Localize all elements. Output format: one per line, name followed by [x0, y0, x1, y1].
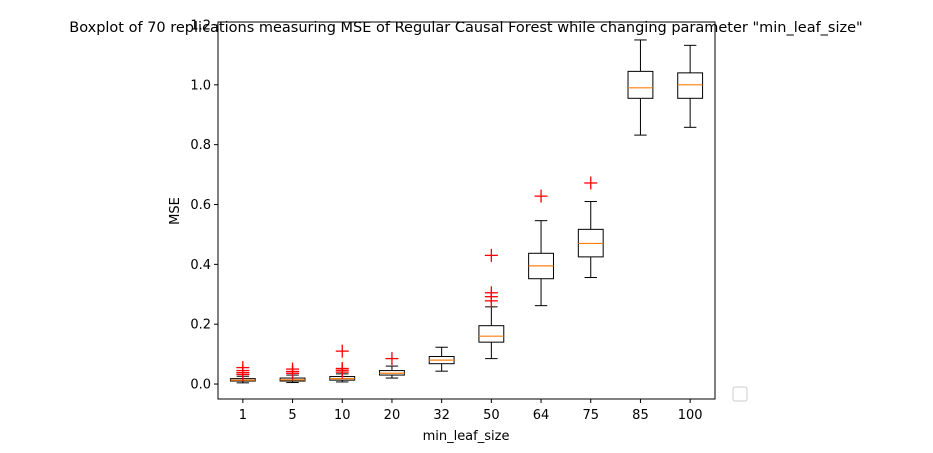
flier-marker — [236, 361, 250, 375]
x-tick-label: 50 — [483, 408, 500, 423]
flier-marker — [484, 286, 498, 300]
box-64 — [528, 189, 554, 307]
box-20 — [379, 352, 405, 379]
boxes-group — [229, 39, 704, 384]
y-tick-label: 0.2 — [190, 318, 211, 333]
box-100 — [677, 44, 704, 128]
iqr-box — [478, 325, 505, 343]
chart-title: Boxplot of 70 replications measuring MSE… — [69, 20, 862, 36]
y-axis-label: MSE — [168, 197, 183, 225]
box-10 — [329, 344, 356, 383]
x-tick-label: 10 — [334, 408, 351, 423]
y-tick-label: 0.6 — [190, 198, 211, 213]
x-tick-label: 20 — [384, 408, 401, 423]
iqr-box — [677, 72, 704, 99]
flier-marker — [286, 362, 300, 376]
y-tick-label: 1.0 — [190, 78, 211, 93]
y-tick-label: 0.4 — [190, 258, 211, 273]
flier-marker — [534, 189, 548, 203]
x-tick-label: 5 — [288, 408, 296, 423]
x-tick-label: 64 — [533, 408, 550, 423]
box-75 — [577, 176, 604, 279]
box-1 — [229, 361, 256, 384]
flier-marker — [335, 361, 349, 375]
box-32 — [428, 346, 455, 372]
flier-marker — [335, 344, 349, 358]
x-axis-label: min_leaf_size — [423, 429, 510, 444]
box-5 — [279, 362, 306, 384]
x-tick-label: 85 — [632, 408, 649, 423]
x-tick-label: 1 — [239, 408, 247, 423]
box-50 — [478, 248, 505, 360]
flier-marker — [584, 176, 598, 190]
y-tick-label: 0.8 — [190, 138, 211, 153]
y-tick-label: 0.0 — [190, 378, 211, 393]
x-tick-label: 75 — [582, 408, 599, 423]
empty-legend-box — [732, 386, 748, 402]
y-tick-label: 1.2 — [190, 18, 211, 33]
flier-marker — [385, 352, 399, 366]
iqr-box — [627, 70, 654, 99]
x-axis: 1 5 10 20 32 50 64 75 85 100 — [239, 399, 703, 423]
x-tick-label: 100 — [678, 408, 703, 423]
box-85 — [627, 39, 654, 136]
flier-marker — [484, 248, 498, 262]
x-tick-label: 32 — [433, 408, 450, 423]
y-axis: 0.0 0.2 0.4 0.6 0.8 1.0 1.2 — [190, 18, 218, 393]
plot-area-frame — [217, 21, 716, 400]
